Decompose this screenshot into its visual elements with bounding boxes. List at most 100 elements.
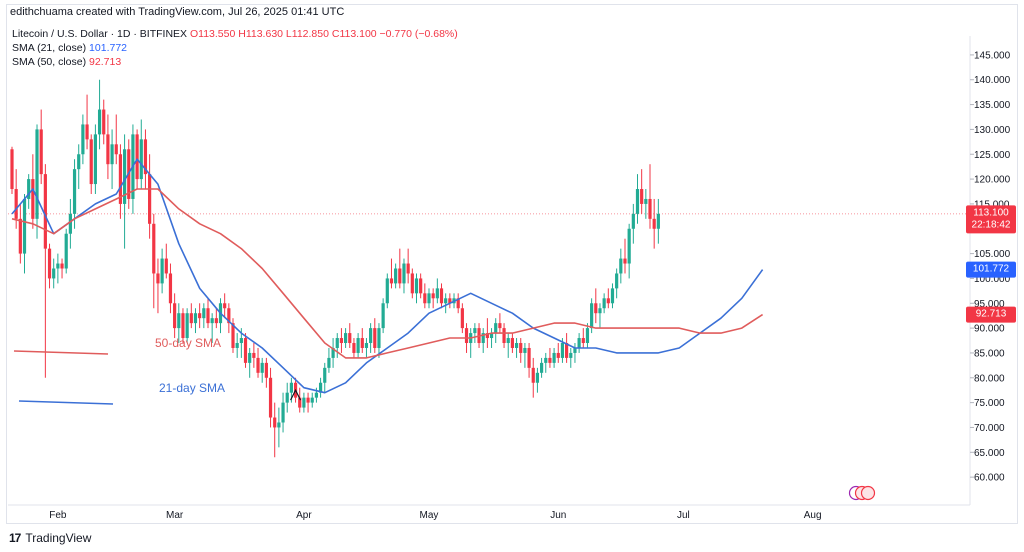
candle-body <box>460 308 464 329</box>
candle-body <box>548 357 552 363</box>
sma50-legend-line <box>13 350 109 355</box>
candle-body <box>14 189 18 219</box>
x-tick-label: Feb <box>49 510 67 521</box>
ohlc-close: C113.100 <box>331 28 377 40</box>
candle-body <box>656 213 660 229</box>
candle-body <box>360 338 364 348</box>
candle-body <box>627 228 631 264</box>
candle-body <box>193 313 198 324</box>
y-tick-label: 80.000 <box>974 373 1005 384</box>
candle-body <box>444 298 448 304</box>
candle-body <box>243 338 248 363</box>
candle-body <box>298 397 302 408</box>
legend-sma21-row[interactable]: SMA (21, close) 101.772 <box>12 41 458 55</box>
candle-body <box>277 422 281 428</box>
candle-body <box>348 333 352 344</box>
candle-body <box>152 223 156 274</box>
candle-body <box>168 273 173 304</box>
candle-body <box>327 357 331 368</box>
candle-body <box>231 323 235 348</box>
candle-body <box>289 382 293 393</box>
alert-icons <box>848 485 876 501</box>
candle-body <box>494 323 498 334</box>
candle-body <box>114 144 118 155</box>
candle-body <box>139 139 143 180</box>
sma21-price-tag: 101.772 <box>966 261 1016 278</box>
candle-body <box>181 313 185 339</box>
candle-body <box>93 134 97 185</box>
sma50-price-tag: 92.713 <box>966 306 1016 323</box>
y-tick-label: 130.000 <box>974 125 1011 136</box>
candle-body <box>252 352 256 358</box>
candle-body <box>619 258 623 274</box>
chart-legend: Litecoin / U.S. Dollar · 1D · BITFINEX O… <box>12 27 458 69</box>
tradingview-logo[interactable]: 17 TradingView <box>9 531 91 545</box>
candle-body <box>214 318 218 324</box>
candle-body <box>47 248 52 279</box>
candle-body <box>239 338 243 344</box>
x-tick-label: Apr <box>296 510 312 521</box>
candle-body <box>43 174 47 249</box>
chart-frame <box>6 4 1018 524</box>
candle-body <box>202 308 206 319</box>
x-tick-label: May <box>420 510 439 521</box>
candle-body <box>631 213 635 229</box>
candle-body <box>77 154 81 170</box>
y-tick-label: 105.000 <box>974 249 1011 260</box>
candle-body <box>339 338 344 344</box>
candle-body <box>381 303 385 329</box>
candle-body <box>506 338 510 344</box>
candle-body <box>394 268 398 284</box>
candle-body <box>285 392 289 403</box>
candle-body <box>310 397 314 403</box>
candle-body <box>31 179 35 219</box>
sma50-line <box>11 188 764 359</box>
candle-body <box>398 268 402 284</box>
sma-lines <box>11 158 764 394</box>
candle-body <box>177 313 181 329</box>
candle-body <box>331 347 335 358</box>
candle-body <box>323 367 327 383</box>
sma21-value: 101.772 <box>89 42 128 54</box>
candle-body <box>39 129 43 175</box>
candle-body <box>419 278 423 294</box>
ohlc-high: H113.630 <box>238 28 283 40</box>
candle-body <box>585 328 590 344</box>
last-price-tag-text: 22:18:42 <box>972 219 1011 230</box>
candle-body <box>489 333 494 339</box>
candle-body <box>590 303 594 329</box>
candle-body <box>527 347 531 368</box>
author-line: edithchuama created with TradingView.com… <box>10 6 345 18</box>
candle-body <box>56 263 60 269</box>
candle-body <box>122 149 127 204</box>
candle-body <box>68 213 72 234</box>
sma21-price-tag-text: 101.772 <box>973 264 1010 275</box>
candle-body <box>268 377 273 418</box>
candle-body <box>573 347 577 353</box>
candle-body <box>352 343 356 353</box>
candle-body <box>373 328 377 348</box>
candle-body <box>281 402 285 423</box>
candle-body <box>335 338 339 348</box>
x-tick-label: Aug <box>804 510 822 521</box>
candle-body <box>389 278 394 284</box>
legend-symbol-row[interactable]: Litecoin / U.S. Dollar · 1D · BITFINEX O… <box>12 27 458 41</box>
candle-body <box>473 328 477 334</box>
candle-body <box>519 343 523 353</box>
y-tick-label: 145.000 <box>974 50 1011 61</box>
candle-body <box>27 179 31 199</box>
ohlc-open: O113.550 <box>189 28 236 40</box>
candle-body <box>385 278 389 304</box>
candle-body <box>552 352 556 363</box>
candle-body <box>10 149 14 190</box>
y-tick-label: 75.000 <box>974 398 1005 409</box>
candle-body <box>135 134 139 180</box>
candle-body <box>110 144 114 165</box>
candle-body <box>264 362 268 378</box>
candle-body <box>64 233 68 269</box>
annotation-arrow <box>290 388 302 401</box>
candle-body <box>410 273 414 294</box>
candle-body <box>206 308 210 324</box>
legend-sma50-row[interactable]: SMA (50, close) 92.713 <box>12 55 458 69</box>
